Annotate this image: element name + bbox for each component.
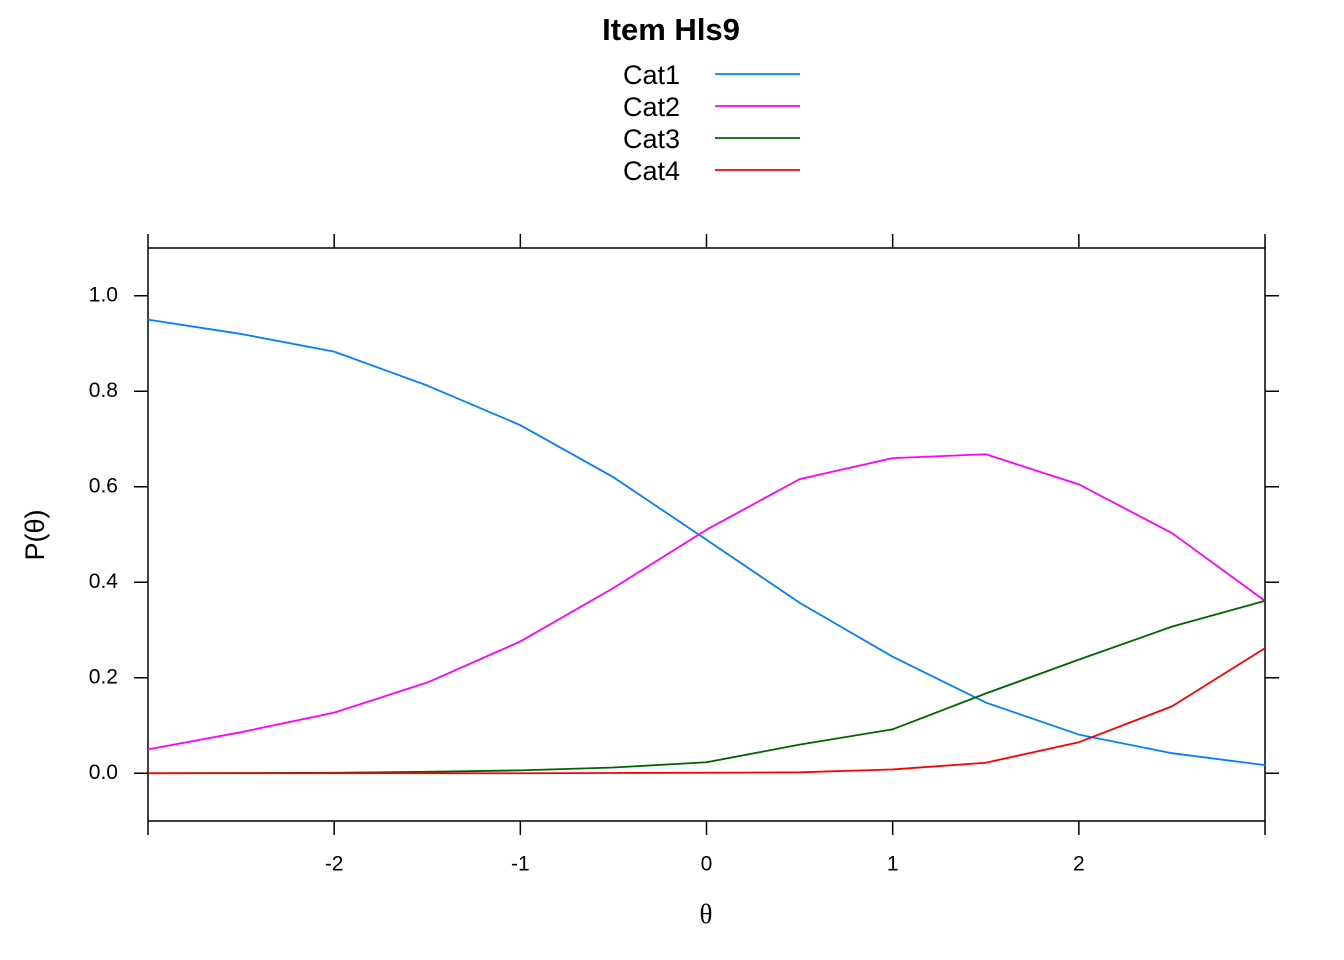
y-tick-label: 1.0 xyxy=(89,283,118,306)
y-tick-label: 0.0 xyxy=(89,761,118,784)
x-tick-label: 0 xyxy=(701,853,713,876)
x-tick-label: -2 xyxy=(325,853,344,876)
series-line xyxy=(147,453,1266,751)
series-line xyxy=(148,647,1266,775)
series-line xyxy=(147,600,1266,775)
legend-label: Cat4 xyxy=(623,156,680,186)
chart-title: Item Hls9 xyxy=(602,12,740,47)
legend-label: Cat2 xyxy=(623,92,680,122)
y-tick-label: 0.4 xyxy=(89,570,119,593)
series-line xyxy=(147,318,1266,767)
x-tick-label: -1 xyxy=(511,853,530,876)
y-tick-label: 0.6 xyxy=(89,474,118,497)
x-tick-label: 2 xyxy=(1073,853,1085,876)
y-tick-label: 0.8 xyxy=(89,379,118,402)
y-tick-label: 0.2 xyxy=(89,665,118,688)
legend-label: Cat1 xyxy=(623,60,680,90)
y-axis-label: P(θ) xyxy=(20,509,50,560)
x-tick-label: 1 xyxy=(887,853,899,876)
x-axis-label: θ xyxy=(700,899,713,929)
legend-label: Cat3 xyxy=(623,124,680,154)
